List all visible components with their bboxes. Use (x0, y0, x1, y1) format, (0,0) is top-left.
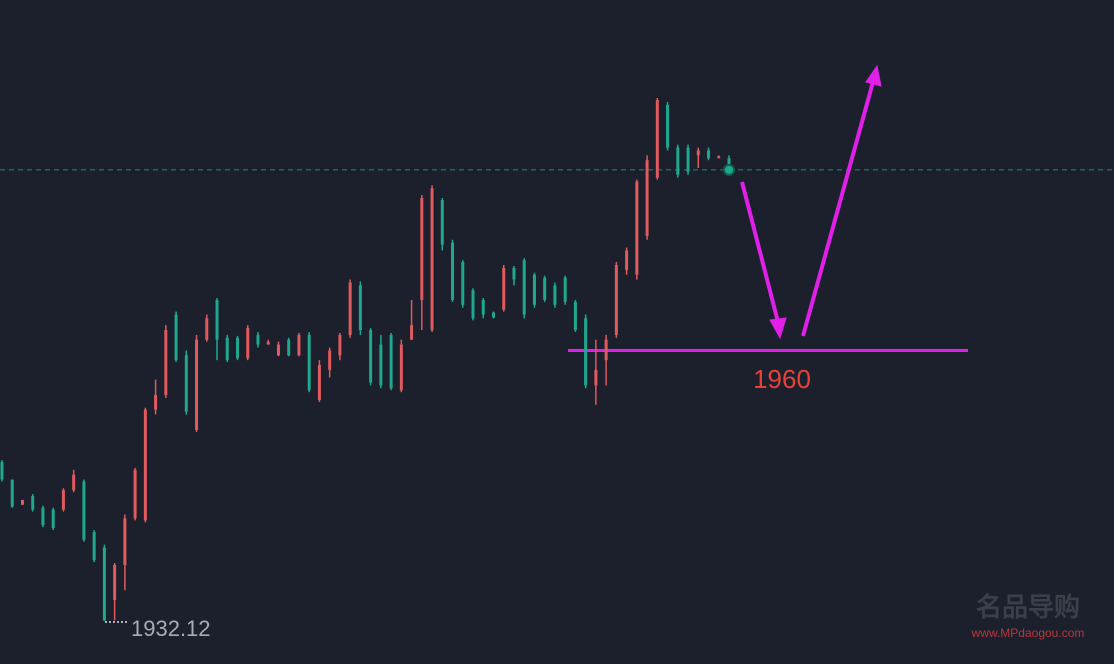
candle-body (205, 318, 209, 340)
candle-body (430, 188, 434, 331)
candle-body (635, 181, 639, 275)
low-label: 1932.12 (131, 616, 211, 641)
candle-body (369, 330, 373, 383)
candle-body (389, 334, 393, 389)
candle-body (256, 334, 260, 345)
candle-body (51, 509, 55, 529)
candle-body (287, 339, 291, 356)
support-label: 1960 (753, 364, 811, 394)
candle-body (61, 490, 65, 510)
candle-body (655, 99, 659, 178)
candle-body (696, 150, 700, 156)
candle-body (563, 277, 567, 302)
candle-body (707, 150, 711, 159)
candle-body (358, 285, 362, 331)
candle-body (461, 262, 465, 305)
candle-body (645, 160, 649, 236)
candle-body (195, 339, 199, 431)
candle-body (440, 199, 444, 245)
candle-body (307, 334, 311, 391)
candle-body (154, 395, 158, 410)
candle-body (614, 265, 618, 335)
candle-body (584, 318, 588, 386)
candle-body (594, 369, 598, 386)
candle-body (502, 267, 506, 310)
candle-body (666, 104, 670, 148)
candle-body (92, 531, 96, 561)
candle-body (573, 301, 577, 331)
watermark: www.MPdaogou.com (971, 626, 1085, 640)
candle-body (164, 330, 168, 396)
candle-body (328, 350, 332, 370)
candle-body (491, 312, 495, 318)
candle-body (20, 499, 24, 505)
candle-body (10, 479, 14, 507)
candle-body (522, 260, 526, 315)
candle-body (604, 339, 608, 361)
candle-body (72, 474, 76, 491)
candle-body (123, 518, 127, 565)
candle-body (471, 290, 475, 319)
candle-body (41, 507, 45, 526)
candle-body (451, 242, 455, 300)
candle-body (102, 547, 106, 621)
candle-body (512, 267, 516, 280)
candle-body (174, 314, 178, 361)
last-price-dot (723, 163, 735, 176)
candle-body (553, 285, 557, 305)
candle-body (676, 147, 680, 175)
candle-body (686, 147, 690, 172)
arrow-up (801, 81, 875, 337)
candle-body (481, 299, 485, 315)
candle-body (133, 469, 137, 519)
candle-body (348, 282, 352, 335)
candle-body (0, 462, 4, 480)
arrow-head (865, 64, 882, 87)
candle-body (276, 344, 280, 356)
candle-body (113, 564, 117, 600)
arrow-head (769, 317, 787, 340)
candle-body (246, 328, 250, 359)
candle-body (399, 344, 403, 391)
candle-body (543, 277, 547, 300)
candle-body (625, 250, 629, 270)
candle-body (410, 325, 414, 340)
candle-body (717, 156, 721, 159)
candle-body (379, 344, 383, 386)
candle-body (236, 337, 240, 359)
watermark-logo: 名品导购 (976, 592, 1080, 622)
candle-body (184, 355, 188, 412)
candle-body (532, 274, 536, 305)
candle-body (215, 299, 219, 340)
arrow-down (740, 181, 780, 323)
candle-body (317, 365, 321, 400)
candle-body (31, 496, 35, 510)
candle-body (420, 198, 424, 300)
plot (0, 98, 1114, 622)
candle-body (225, 337, 229, 361)
forecast-arrows (740, 64, 882, 340)
candle-body (143, 409, 147, 521)
candle-body (82, 481, 86, 540)
candle-body (338, 334, 342, 356)
candle-body (266, 341, 270, 345)
candle-body (297, 334, 301, 356)
